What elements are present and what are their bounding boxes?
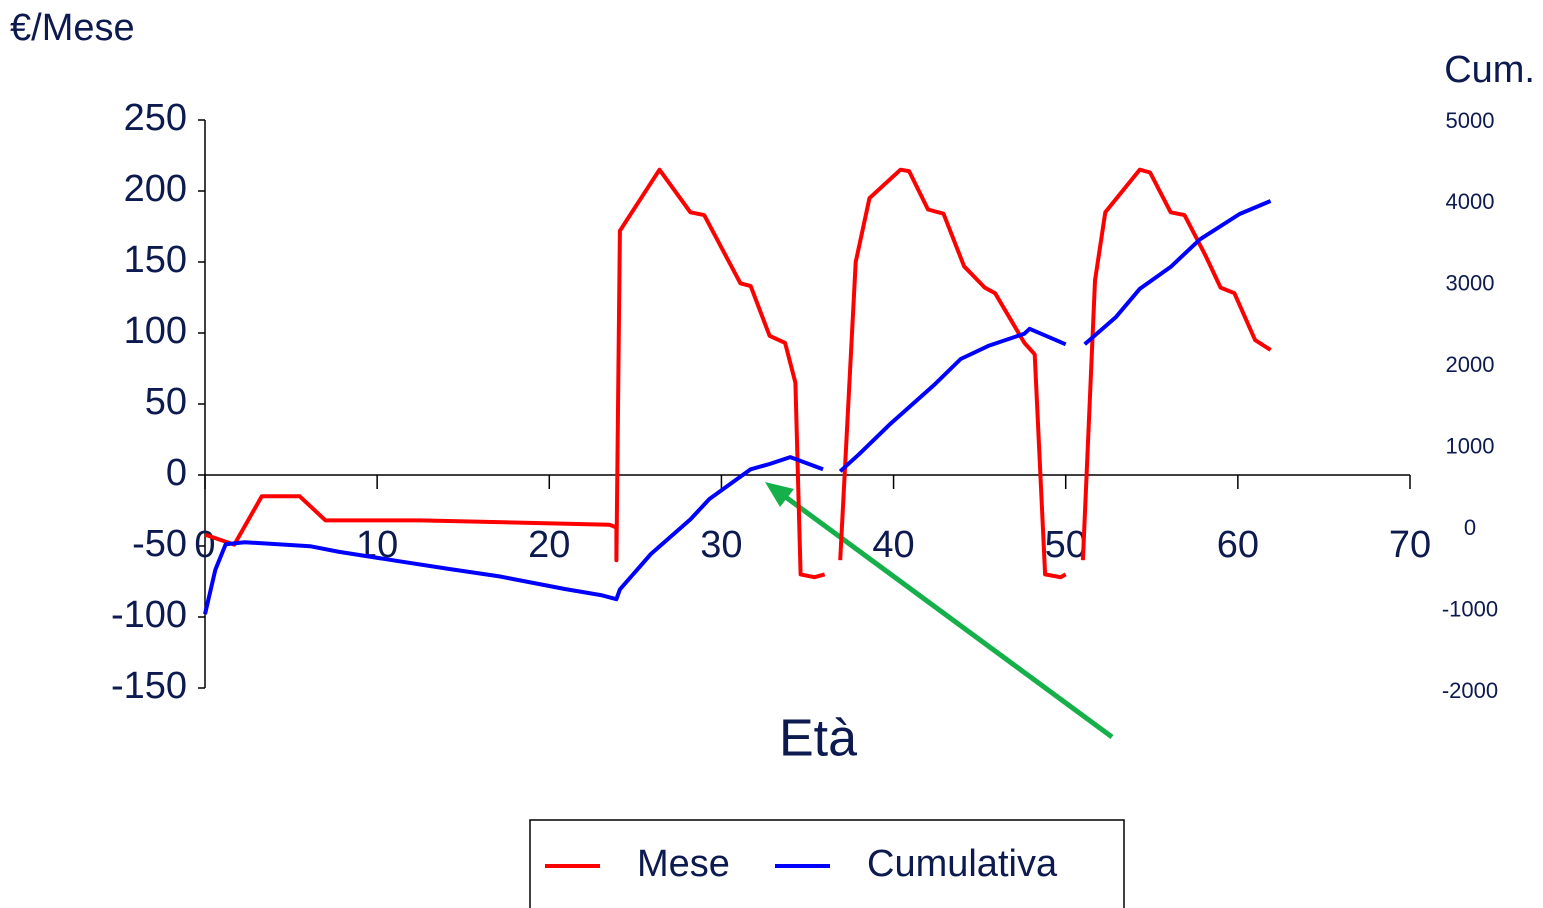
- y2-tick-label: 3000: [1446, 271, 1495, 296]
- y2-tick-label: 2000: [1446, 352, 1495, 377]
- y-tick-label: 0: [166, 452, 187, 494]
- y2-tick-label: -2000: [1442, 678, 1498, 703]
- y-tick-label: 50: [145, 381, 187, 423]
- x-tick-label: 40: [872, 524, 914, 566]
- x-tick-label: 70: [1389, 524, 1431, 566]
- x-tick-label: 60: [1217, 524, 1259, 566]
- y2-tick-label: -1000: [1442, 596, 1498, 621]
- x-tick-label: 20: [528, 524, 570, 566]
- x-tick-label: 50: [1045, 524, 1087, 566]
- y-tick-label: 150: [124, 239, 187, 281]
- y-axis-label: €/Mese: [10, 7, 135, 49]
- series-line: [204, 167, 1272, 580]
- series-line: [203, 199, 1272, 615]
- y2-tick-label: 1000: [1446, 434, 1495, 459]
- y-tick-label: -50: [132, 523, 187, 565]
- y-tick-label: 100: [124, 310, 187, 352]
- y2-tick-label: 0: [1464, 515, 1476, 540]
- y-tick-label: -150: [111, 665, 187, 707]
- x-axis-label: Età: [779, 710, 857, 768]
- x-tick-label: 0: [194, 524, 215, 566]
- legend-label: Cumulativa: [867, 843, 1058, 885]
- y2-axis-label: Cum.: [1444, 49, 1535, 91]
- legend-label: Mese: [637, 843, 730, 885]
- y-tick-label: 200: [124, 168, 187, 210]
- y-tick-label: -100: [111, 594, 187, 636]
- x-tick-label: 30: [700, 524, 742, 566]
- y-tick-label: 250: [124, 97, 187, 139]
- annotation-arrow: [765, 482, 1114, 740]
- y2-tick-label: 4000: [1446, 189, 1495, 214]
- y2-tick-label: 5000: [1446, 108, 1495, 133]
